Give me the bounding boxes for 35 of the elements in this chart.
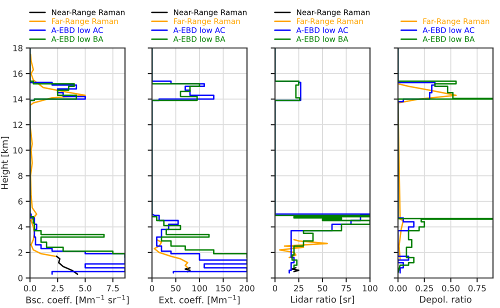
x-tick-label: 2.5	[52, 285, 64, 292]
y-tick-label: 10	[13, 147, 22, 154]
y-tick-label: 8	[18, 172, 22, 180]
x-tick-label: 100	[192, 285, 207, 292]
line-series	[30, 54, 86, 257]
line-series	[56, 256, 78, 275]
x-tick-label: 75	[342, 285, 351, 292]
y-tick-label: 18	[13, 44, 22, 52]
y-tick-label: 16	[13, 70, 23, 77]
x-tick-label: 0.25	[416, 285, 433, 292]
x-tick-label: 50	[318, 285, 328, 292]
y-tick-label: 12	[13, 122, 22, 128]
y-tick-label: 2	[18, 249, 22, 256]
x-axis-title: Bsc. coeff. [Mm$^{−1}$ sr$^{−1}$]	[26, 295, 129, 304]
x-tick-label: 0.75	[468, 285, 486, 292]
x-axis-title: Lidar ratio [sr]	[291, 296, 354, 304]
x-tick-label: 7.5	[106, 285, 119, 292]
y-axis-title: Height [km]	[0, 136, 10, 190]
x-tick-label: 0.00	[389, 285, 407, 292]
x-tick-label: 25	[294, 285, 304, 292]
y-tick-label: 0	[18, 274, 22, 282]
y-tick-label: 4	[18, 224, 23, 230]
x-tick-label: 5.0	[79, 285, 92, 292]
x-tick-label: 0.0	[24, 285, 36, 292]
x-axis-title: Ext. coeff. [Mm$^{−1}$]	[159, 295, 240, 304]
y-tick-label: 6	[18, 198, 23, 205]
y-tick-label: 14	[13, 96, 23, 102]
x-tick-label: 0	[272, 285, 278, 292]
x-axis-title: Depol. ratio	[420, 296, 472, 305]
x-tick-label: 0.50	[442, 285, 460, 292]
x-tick-label: 0	[150, 285, 154, 292]
x-tick-label: 200	[240, 285, 254, 292]
x-tick-label: 150	[216, 285, 231, 292]
x-tick-label: 100	[362, 285, 378, 292]
x-tick-label: 50	[171, 285, 180, 292]
